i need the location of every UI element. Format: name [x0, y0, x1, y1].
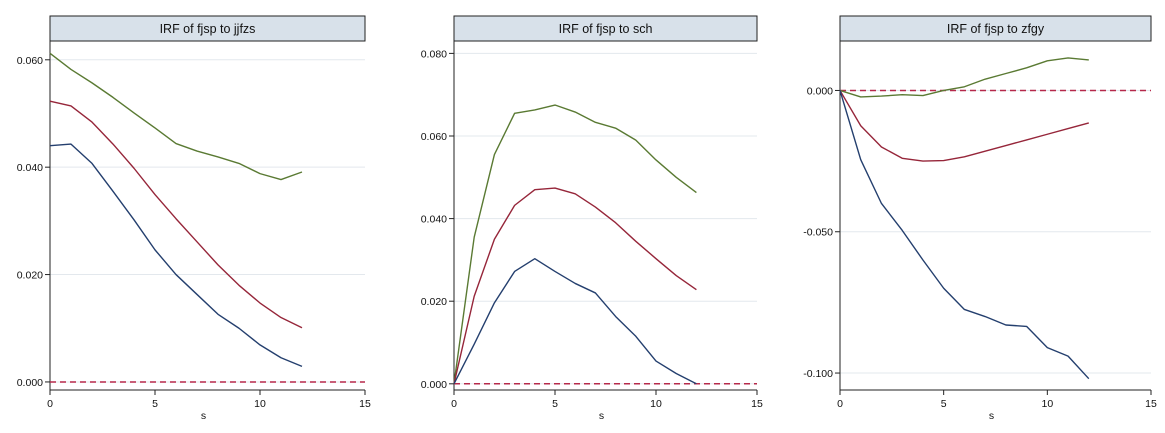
irf-line-sch	[453, 187, 697, 384]
upper-band-line-sch	[453, 104, 697, 384]
x-axis-label: s	[989, 410, 994, 422]
chart-title: IRF of fjsp to jjfzs	[160, 22, 256, 36]
y-tick-label: 0.040	[17, 162, 43, 174]
x-tick-label: 10	[1041, 398, 1053, 410]
x-tick-label: 15	[751, 398, 763, 410]
lower-band-line-sch	[453, 257, 697, 385]
title-strip	[49, 15, 366, 42]
y-tick-label: 0.020	[421, 296, 447, 308]
plot-area	[50, 41, 365, 390]
x-tick-label: 0	[47, 398, 53, 410]
x-tick-label: 0	[837, 398, 843, 410]
chart-title: IRF of fjsp to zfgy	[947, 22, 1045, 36]
y-tick-label: 0.060	[17, 55, 43, 67]
irf-panel-zfgy: IRF of fjsp to zfgy 0.000 -0.050 -0.100 0 5 10…	[797, 8, 1161, 426]
irf-line-jjfzs	[49, 100, 303, 329]
lower-band-line-zfgy	[839, 90, 1090, 380]
title-strip	[453, 15, 758, 42]
x-tick-label: 0	[451, 398, 457, 410]
y-tick-label: 0.060	[421, 131, 447, 143]
x-tick-label: 10	[650, 398, 662, 410]
x-tick-label: 15	[359, 398, 371, 410]
upper-band-line-jjfzs	[49, 52, 303, 181]
y-tick-label: -0.050	[803, 227, 833, 239]
irf-chart-zfgy: IRF of fjsp to zfgy 0.000 -0.050 -0.100 0 5 10…	[803, 15, 1157, 422]
chart-title: IRF of fjsp to sch	[559, 22, 653, 36]
plot-area	[840, 41, 1151, 390]
y-tick-label: 0.000	[807, 85, 833, 97]
x-tick-label: 15	[1145, 398, 1157, 410]
y-tick-label: -0.100	[803, 368, 833, 380]
irf-chart-jjfzs: IRF of fjsp to jjfzs 0.000 0.020 0.040 0.060…	[17, 15, 371, 422]
lower-band-line-jjfzs	[49, 143, 303, 368]
x-tick-label: 5	[941, 398, 947, 410]
x-tick-label: 5	[152, 398, 158, 410]
x-tick-label: 10	[254, 398, 266, 410]
y-tick-label: 0.000	[421, 379, 447, 391]
irf-panel-sch: IRF of fjsp to sch 0.000 0.020 0.040 0.060 0.…	[412, 8, 767, 426]
y-tick-label: 0.040	[421, 214, 447, 226]
y-tick-label: 0.000	[17, 377, 43, 389]
y-tick-label: 0.080	[421, 48, 447, 60]
x-axis-label: s	[599, 410, 604, 422]
x-tick-label: 5	[552, 398, 558, 410]
upper-band-line-zfgy	[839, 57, 1089, 98]
irf-chart-sch: IRF of fjsp to sch 0.000 0.020 0.040 0.060 0.…	[421, 15, 763, 422]
y-tick-label: 0.020	[17, 270, 43, 282]
irf-line-zfgy	[839, 90, 1089, 162]
irf-panel-jjfzs: IRF of fjsp to jjfzs 0.000 0.020 0.040 0.060…	[8, 8, 375, 426]
x-axis-label: s	[201, 410, 206, 422]
title-strip	[839, 15, 1152, 42]
